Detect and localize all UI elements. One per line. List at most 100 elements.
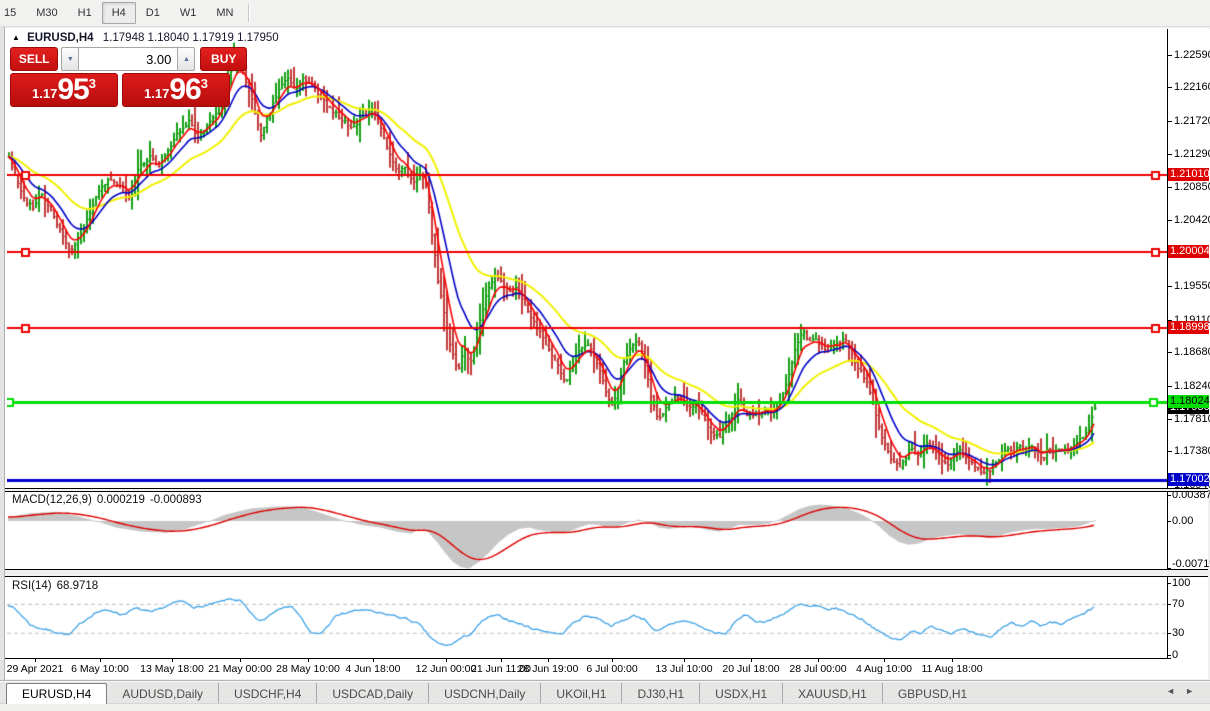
date-label: 4 Jun 18:00 [345,663,401,675]
price-tick-label: 1.21720 [1174,114,1210,127]
one-click-trading-panel: SELL ▼ ▲ BUY 1.17 95 3 1.17 96 3 [10,47,247,107]
date-tick [751,659,752,662]
date-tick [35,659,36,662]
chart-tab-dj30-h1[interactable]: DJ30,H1 [621,683,699,704]
chart-tab-audusd-daily[interactable]: AUDUSD,Daily [122,686,204,701]
price-badge-1-21010: 1.21010 [1168,168,1210,181]
window-left-edge [0,27,5,703]
date-label: 12 Jun 00:00 [415,663,477,675]
price-tick-label: 1.20420 [1174,213,1210,226]
chart-tab-usdcnh-daily[interactable]: USDCNH,Daily [428,683,540,704]
volume-up-button[interactable]: ▲ [177,47,196,71]
price-tick-label: 1.18240 [1174,379,1210,392]
sell-price-prefix: 1.17 [32,86,58,101]
price-tick-mark [1168,451,1172,453]
date-tick [684,659,685,662]
buy-button[interactable]: BUY [200,47,247,71]
pane-splitter-bottom[interactable] [5,491,1208,492]
timeframe-button-d1[interactable]: D1 [145,7,160,19]
chart-tab-xauusd-h1[interactable]: XAUUSD,H1 [782,683,882,704]
macd-indicator-pane[interactable] [7,491,1167,569]
chart-tab-bar: EURUSD,H4 AUDUSD,Daily USDCHF,H4 USDCAD,Dai… [0,680,1210,704]
timeframe-group: 15 M30 H1 H4 D1 W1 MN [0,2,254,24]
date-tick [373,659,374,662]
rsi-tick-mark [1167,633,1171,635]
timeframe-button-mn[interactable]: MN [216,7,234,19]
chart-tabs: EURUSD,H4 AUDUSD,Daily USDCHF,H4 USDCAD,Dai… [6,683,982,704]
macd-signal-value: -0.000893 [149,494,202,506]
date-label: 21 Jun 11:00 [471,663,531,675]
sell-button[interactable]: SELL [10,47,59,71]
date-label: 13 May 18:00 [140,663,204,675]
macd-tick-label: 0.00 [1172,515,1194,527]
chart-title: ▲ EURUSD,H4 1.17948 1.18040 1.17919 1.17… [12,32,279,44]
price-tick-mark [1168,385,1172,387]
price-tick-label: 1.17810 [1174,412,1210,425]
pane-splitter-gap[interactable] [5,489,1208,491]
chart-tab-ukoil-h1[interactable]: UKOil,H1 [540,683,621,704]
macd-tick-mark [1167,495,1171,497]
date-tick [308,659,309,662]
tab-scroll-left-icon[interactable]: ◄ [1166,686,1186,696]
date-label: 29 Apr 2021 [6,663,64,675]
buy-price-big: 96 [169,73,201,106]
pane-splitter2-top[interactable] [5,569,1208,570]
price-tick-mark [1168,54,1172,56]
price-badge-1-18024: 1.18024 [1168,395,1210,409]
buy-price-display[interactable]: 1.17 96 3 [122,73,230,107]
chart-tab-usdchf-h4[interactable]: USDCHF,H4 [218,683,316,704]
price-tick-label: 1.20850 [1174,181,1210,194]
timeframe-button-h4[interactable]: H4 [101,2,136,24]
date-label: 28 May 10:00 [276,663,340,675]
date-label: 4 Aug 10:00 [855,663,913,675]
one-click-collapse-icon[interactable]: ▲ [12,33,20,42]
date-label: 6 May 10:00 [71,663,129,675]
pane-splitter-top[interactable] [5,488,1208,489]
chart-tab-gbpusd-h1[interactable]: GBPUSD,H1 [881,683,982,704]
timeframe-button-15[interactable]: 15 [4,7,17,19]
price-tick-mark [1168,319,1172,321]
buy-price-prefix: 1.17 [144,86,170,101]
chart-tab-eurusd-h4[interactable]: EURUSD,H4 [6,683,108,704]
timeframe-button-m30[interactable]: M30 [36,7,58,19]
chart-symbol-label: EURUSD,H4 [27,32,94,44]
date-tick [172,659,173,662]
macd-main-value: 0.000219 [96,494,145,506]
date-tick [548,659,549,662]
rsi-title: RSI(14) 68.9718 [12,580,103,592]
chart-tab-usdcad-daily[interactable]: USDCAD,Daily [316,683,428,704]
price-tick-mark [1168,187,1172,189]
date-tick [952,659,953,662]
rsi-tick-label: 0 [1172,649,1179,661]
volume-input[interactable] [79,47,178,71]
macd-tick-label: -0.007195 [1172,558,1210,570]
pane-splitter2-bottom[interactable] [5,576,1208,577]
price-tick-mark [1168,418,1172,420]
timeframe-button-w1[interactable]: W1 [179,7,197,19]
macd-tick-mark [1167,521,1171,522]
price-tick-mark [1168,352,1172,354]
date-tick [818,659,819,662]
rsi-indicator-pane[interactable] [7,577,1167,658]
macd-title: MACD(12,26,9) 0.000219 -0.000893 [12,494,207,506]
status-strip [0,703,1210,711]
rsi-tick-mark [1167,604,1171,606]
price-tick-label: 1.22590 [1174,48,1210,61]
volume-down-button[interactable]: ▼ [61,47,80,71]
date-tick [501,659,502,662]
price-badge-1-20004: 1.20004 [1168,244,1210,258]
sell-price-display[interactable]: 1.17 95 3 [10,73,118,107]
date-label: 20 Jul 18:00 [722,663,780,675]
price-axis[interactable]: 1.22590 1.22160 1.21720 1.21290 1.20850 1.204… [1168,29,1210,488]
price-tick-label: 1.21290 [1174,147,1210,160]
timeframe-button-h1[interactable]: H1 [77,7,92,19]
rsi-tick-mark [1167,582,1171,584]
pane-splitter2-gap[interactable] [5,570,1208,576]
rsi-tick-label: 70 [1172,598,1185,611]
tab-scroll-arrows: ◄► [1166,686,1204,696]
tab-scroll-right-icon[interactable]: ► [1185,686,1204,696]
date-axis[interactable]: 29 Apr 2021 6 May 10:00 13 May 18:00 21 May… [5,659,1168,679]
rsi-tick-mark [1167,655,1171,656]
chart-tab-usdx-h1[interactable]: USDX,H1 [699,683,782,704]
price-tick-label: 1.22160 [1174,81,1210,94]
